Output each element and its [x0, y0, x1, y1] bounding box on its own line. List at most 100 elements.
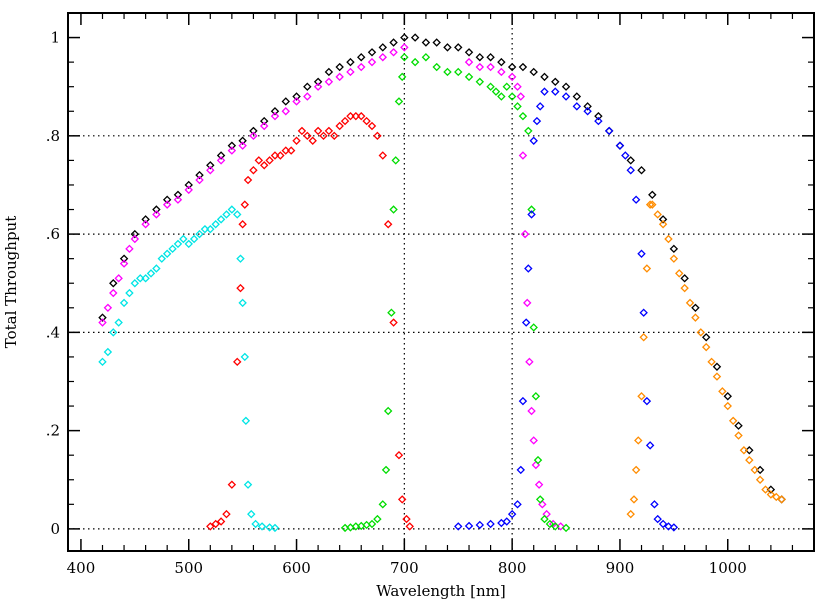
- point-red: [233, 357, 242, 367]
- point-cyan: [130, 279, 140, 288]
- point-total: [249, 126, 258, 136]
- x-tick-label: 600: [282, 559, 311, 577]
- series-total: [98, 33, 786, 504]
- point-green: [443, 67, 452, 77]
- point-cyan: [179, 234, 188, 244]
- point-blue: [637, 249, 646, 258]
- point-magenta: [227, 146, 237, 155]
- point-blue: [502, 517, 511, 526]
- point-magenta: [525, 357, 534, 367]
- y-axis-title: Total Throughput: [2, 216, 20, 349]
- point-magenta: [516, 92, 525, 101]
- point-orange: [648, 200, 657, 209]
- point-total: [270, 107, 280, 116]
- point-blue: [664, 522, 673, 531]
- point-red: [324, 126, 334, 136]
- point-total: [98, 313, 107, 322]
- point-orange: [639, 333, 648, 342]
- point-orange: [712, 372, 722, 381]
- x-tick-label: 800: [498, 559, 527, 577]
- point-blue: [532, 116, 542, 126]
- point-red: [383, 220, 393, 229]
- point-green: [551, 522, 560, 531]
- point-total: [701, 333, 711, 342]
- point-magenta: [507, 72, 517, 82]
- point-blue: [551, 87, 560, 96]
- point-cyan: [216, 215, 226, 224]
- point-green: [535, 495, 545, 504]
- point-magenta: [141, 220, 150, 229]
- tick-labels: 400 500 600 700 800 900 1000 0 .2 .4 .6 .8 1: [46, 29, 747, 577]
- point-red: [402, 514, 411, 524]
- point-red: [222, 509, 231, 519]
- point-total: [766, 485, 776, 494]
- point-orange: [664, 234, 673, 244]
- point-cyan: [173, 239, 183, 249]
- point-total: [561, 82, 571, 91]
- point-green: [527, 205, 536, 214]
- point-orange: [626, 509, 635, 519]
- point-red: [303, 131, 312, 141]
- point-blue: [475, 520, 485, 530]
- point-red: [394, 450, 404, 460]
- series-cyan: [98, 205, 280, 533]
- point-blue: [642, 396, 652, 406]
- point-magenta: [98, 318, 107, 327]
- point-blue: [513, 500, 522, 509]
- point-total: [464, 48, 474, 57]
- point-blue: [464, 521, 474, 531]
- point-cyan: [251, 519, 260, 529]
- point-orange: [634, 436, 643, 445]
- axis-ticks: [68, 13, 815, 551]
- y-tick-label: .4: [46, 323, 60, 341]
- point-magenta: [324, 77, 334, 87]
- point-total: [173, 190, 183, 200]
- point-orange: [750, 465, 759, 475]
- point-blue: [535, 102, 545, 111]
- point-total: [723, 392, 732, 401]
- point-blue: [615, 141, 625, 150]
- point-blue: [486, 519, 495, 529]
- point-total: [637, 166, 646, 175]
- point-magenta: [119, 259, 129, 268]
- point-red: [292, 136, 301, 145]
- x-tick-label: 900: [606, 559, 635, 577]
- point-magenta: [103, 303, 113, 313]
- point-red: [276, 151, 285, 160]
- point-total: [346, 57, 355, 67]
- point-green: [464, 72, 474, 82]
- point-total: [680, 274, 689, 283]
- point-green: [394, 97, 404, 106]
- point-magenta: [130, 234, 140, 244]
- point-magenta: [529, 436, 538, 445]
- point-orange: [669, 254, 679, 263]
- point-magenta: [400, 43, 409, 52]
- point-magenta: [520, 229, 530, 239]
- point-magenta: [518, 151, 528, 160]
- point-magenta: [475, 62, 485, 72]
- point-cyan: [238, 298, 247, 308]
- point-total: [454, 43, 463, 52]
- point-orange: [637, 392, 646, 401]
- point-magenta: [173, 195, 183, 204]
- point-red: [297, 126, 307, 136]
- x-axis-title: Wavelength [nm]: [376, 582, 505, 600]
- point-total: [259, 116, 269, 126]
- point-total: [691, 303, 700, 313]
- point-cyan: [240, 352, 250, 362]
- point-orange: [629, 495, 639, 504]
- point-orange: [734, 431, 743, 440]
- point-red: [405, 522, 414, 531]
- point-total: [475, 52, 485, 62]
- point-red: [335, 121, 344, 131]
- point-green: [383, 406, 393, 416]
- point-magenta: [195, 175, 204, 185]
- point-green: [545, 519, 555, 529]
- point-green: [497, 92, 506, 101]
- point-magenta: [303, 92, 312, 101]
- point-green: [533, 455, 543, 465]
- point-total: [594, 111, 603, 121]
- y-tick-label: .2: [46, 422, 60, 440]
- point-green: [475, 77, 485, 87]
- point-total: [432, 38, 441, 47]
